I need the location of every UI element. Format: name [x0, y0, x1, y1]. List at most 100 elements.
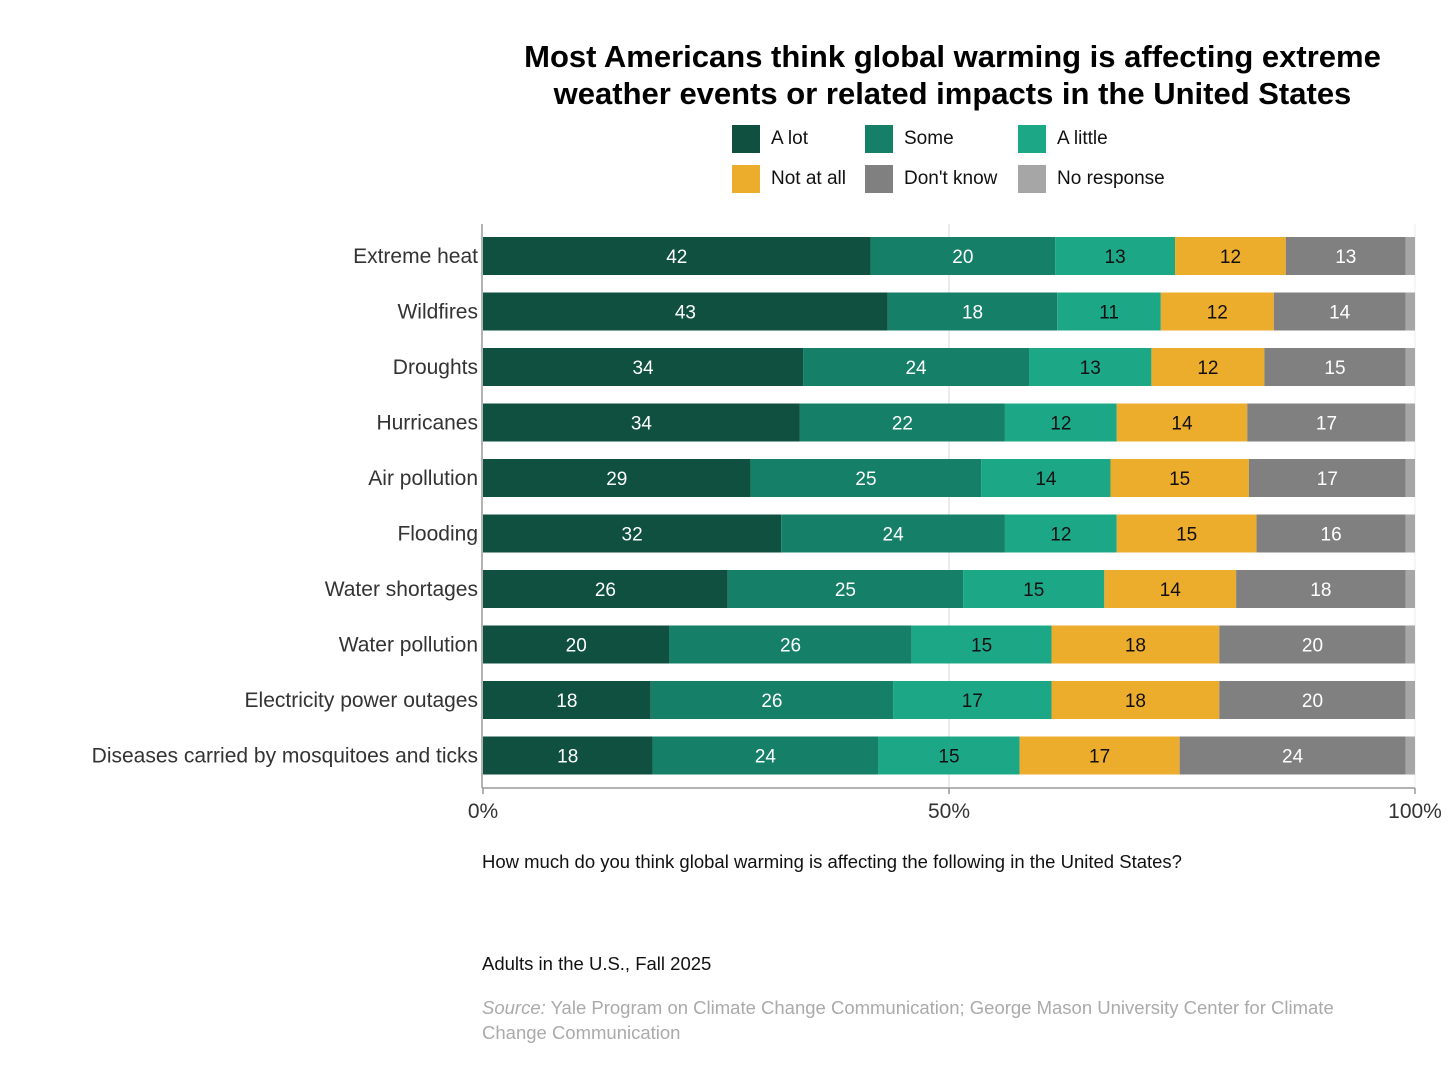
bar-segment-a-little: [893, 681, 1052, 719]
bar-segment-no-response: [1405, 681, 1415, 719]
bar-segment-some: [781, 514, 1005, 553]
legend-label: Some: [904, 128, 954, 149]
data-label: 15: [938, 747, 959, 768]
data-label: 13: [1335, 247, 1356, 268]
data-label: 12: [1197, 358, 1218, 379]
bar-segment-some: [652, 736, 879, 775]
bar-segment-a-little: [1057, 292, 1161, 331]
x-tick-label: 100%: [1388, 800, 1442, 823]
category-label: Water pollution: [339, 634, 478, 657]
data-label: 20: [1302, 691, 1323, 712]
bar-segment-don-t-know: [1219, 625, 1406, 664]
bar-segment-a-lot: [483, 736, 653, 775]
data-label: 29: [606, 469, 627, 490]
data-label: 15: [1324, 358, 1345, 379]
bar-segment-not-at-all: [1051, 625, 1220, 664]
bar-segment-not-at-all: [1116, 403, 1248, 442]
bar-segment-a-little: [878, 736, 1020, 775]
bar-segment-not-at-all: [1051, 681, 1220, 719]
data-label: 18: [1310, 580, 1331, 601]
data-label: 12: [1220, 247, 1241, 268]
data-label: 15: [971, 636, 992, 657]
category-label: Electricity power outages: [245, 689, 478, 712]
legend-swatch: [732, 165, 760, 193]
bar-segment-not-at-all: [1116, 514, 1257, 553]
category-label: Diseases carried by mosquitoes and ticks: [92, 745, 478, 768]
data-label: 18: [1125, 691, 1146, 712]
bar-segment-a-lot: [483, 625, 670, 664]
data-label: 14: [1160, 580, 1182, 601]
bar-segment-a-little: [963, 570, 1105, 608]
data-label: 12: [1050, 414, 1071, 435]
legend-swatch: [865, 125, 893, 153]
bar-segment-not-at-all: [1151, 348, 1265, 386]
data-label: 26: [761, 691, 782, 712]
data-label: 16: [1321, 525, 1342, 546]
data-label: 32: [622, 525, 643, 546]
legend-swatch: [1018, 165, 1046, 193]
data-label: 14: [1171, 414, 1193, 435]
data-label: 11: [1099, 303, 1119, 324]
category-label: Air pollution: [368, 467, 478, 490]
legend-label: Not at all: [771, 168, 846, 189]
title-line-2: weather events or related impacts in the…: [553, 76, 1352, 111]
bar-segment-a-lot: [483, 237, 871, 275]
data-label: 15: [1023, 580, 1044, 601]
bar-segment-not-at-all: [1019, 736, 1180, 775]
data-label: 17: [962, 691, 983, 712]
bar-segment-some: [887, 292, 1058, 331]
bar-segment-no-response: [1405, 348, 1415, 386]
data-label: 12: [1050, 525, 1071, 546]
data-label: 20: [952, 247, 973, 268]
category-label: Water shortages: [325, 578, 478, 601]
x-tick-label: 0%: [468, 800, 498, 823]
bar-segment-not-at-all: [1175, 237, 1286, 275]
data-label: 17: [1317, 469, 1338, 490]
bar-segment-don-t-know: [1179, 736, 1406, 775]
legend-item-don-t-know: Don't know: [865, 165, 997, 193]
bar-segment-a-lot: [483, 292, 888, 331]
data-label: 22: [892, 414, 913, 435]
stacked-bar-chart: 42 20 13 12 13 Extreme heat 43 18 11 12 14 Wildfire…: [92, 224, 1442, 823]
bar-segment-a-lot: [483, 403, 800, 442]
data-label: 13: [1080, 358, 1101, 379]
data-label: 18: [557, 747, 578, 768]
data-label: 15: [1176, 525, 1197, 546]
bar-segment-don-t-know: [1236, 570, 1406, 608]
data-label: 25: [855, 469, 876, 490]
bar-segment-a-little: [911, 625, 1052, 664]
title-line-1: Most Americans think global warming is a…: [524, 39, 1381, 74]
source-note: Source: Yale Program on Climate Change C…: [482, 995, 1382, 1045]
bar-segment-some: [650, 681, 894, 719]
bar-segment-a-little: [1004, 514, 1117, 553]
bar-segment-don-t-know: [1248, 459, 1406, 497]
legend-item-not-at-all: Not at all: [732, 165, 846, 193]
data-label: 26: [780, 636, 801, 657]
legend-swatch: [1018, 125, 1046, 153]
legend-item-no-response: No response: [1018, 165, 1165, 193]
data-label: 26: [595, 580, 616, 601]
bar-segment-some: [799, 403, 1005, 442]
bar-segment-no-response: [1405, 403, 1415, 442]
legend-item-some: Some: [865, 125, 954, 153]
bar-segment-a-lot: [483, 514, 782, 553]
bar-segment-a-lot: [483, 459, 751, 497]
data-label: 34: [632, 358, 654, 379]
bar-segment-no-response: [1405, 570, 1415, 608]
bar-segment-not-at-all: [1160, 292, 1274, 331]
category-label: Flooding: [397, 523, 478, 546]
bar-segment-a-little: [1055, 237, 1176, 275]
data-label: 24: [905, 358, 927, 379]
data-label: 24: [883, 525, 905, 546]
data-label: 20: [1302, 636, 1323, 657]
category-label: Droughts: [393, 356, 478, 379]
data-label: 42: [666, 247, 687, 268]
data-label: 43: [675, 303, 696, 324]
category-label: Hurricanes: [376, 412, 478, 435]
data-label: 34: [631, 414, 653, 435]
data-label: 18: [962, 303, 983, 324]
bar-segment-no-response: [1405, 237, 1415, 275]
bar-segment-a-lot: [483, 681, 651, 719]
population-note: Adults in the U.S., Fall 2025: [482, 953, 712, 974]
bar-segment-some: [750, 459, 982, 497]
